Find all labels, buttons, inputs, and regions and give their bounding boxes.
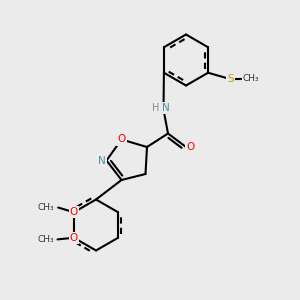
- Text: S: S: [227, 74, 234, 84]
- Text: CH₃: CH₃: [38, 203, 55, 212]
- Text: H: H: [152, 103, 160, 113]
- Text: O: O: [70, 207, 78, 217]
- Text: N: N: [162, 103, 170, 113]
- Text: CH₃: CH₃: [243, 74, 259, 83]
- Text: O: O: [117, 134, 126, 145]
- Text: N: N: [98, 155, 106, 166]
- Text: O: O: [70, 233, 78, 243]
- Text: O: O: [186, 142, 195, 152]
- Text: CH₃: CH₃: [37, 235, 54, 244]
